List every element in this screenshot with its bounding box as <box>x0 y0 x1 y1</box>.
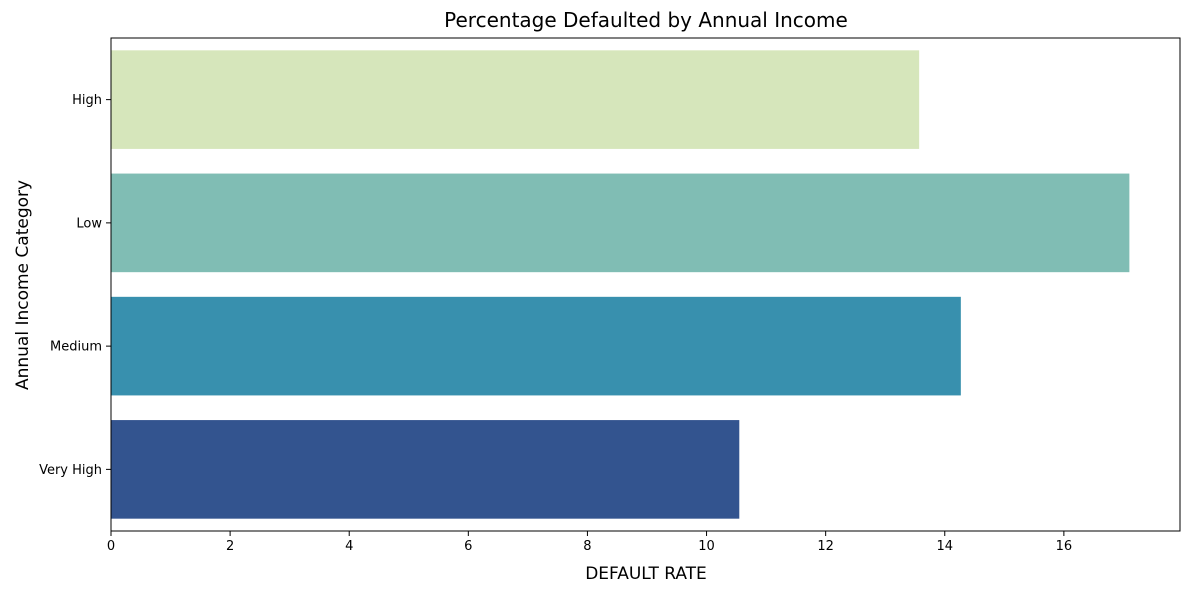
bar-medium <box>111 296 961 396</box>
chart-title: Percentage Defaulted by Annual Income <box>444 8 848 32</box>
plot-area: High Low Medium Very High 0 2 4 6 8 10 12 14 16 <box>39 37 1181 554</box>
x-tick-label: 16 <box>1056 539 1073 554</box>
x-tick-label: 10 <box>698 539 715 554</box>
y-tick-label: Medium <box>50 340 102 355</box>
x-tick-label: 6 <box>464 539 472 554</box>
bar-low <box>111 173 1130 273</box>
bar-very-high <box>111 420 740 519</box>
y-tick-label: High <box>72 93 102 108</box>
x-tick-label: 0 <box>107 539 115 554</box>
y-axis-label: Annual Income Category <box>13 180 33 390</box>
x-tick-label: 2 <box>226 539 234 554</box>
plot-frame <box>110 37 1181 532</box>
x-tick-label: 8 <box>583 539 591 554</box>
x-tick-label: 4 <box>345 539 353 554</box>
x-tick-label: 14 <box>936 539 953 554</box>
x-axis-label: DEFAULT RATE <box>585 564 707 584</box>
y-tick-label: Low <box>76 216 102 231</box>
bar-high <box>111 50 920 149</box>
x-tick-label: 12 <box>817 539 834 554</box>
y-tick-label: Very High <box>39 463 102 478</box>
